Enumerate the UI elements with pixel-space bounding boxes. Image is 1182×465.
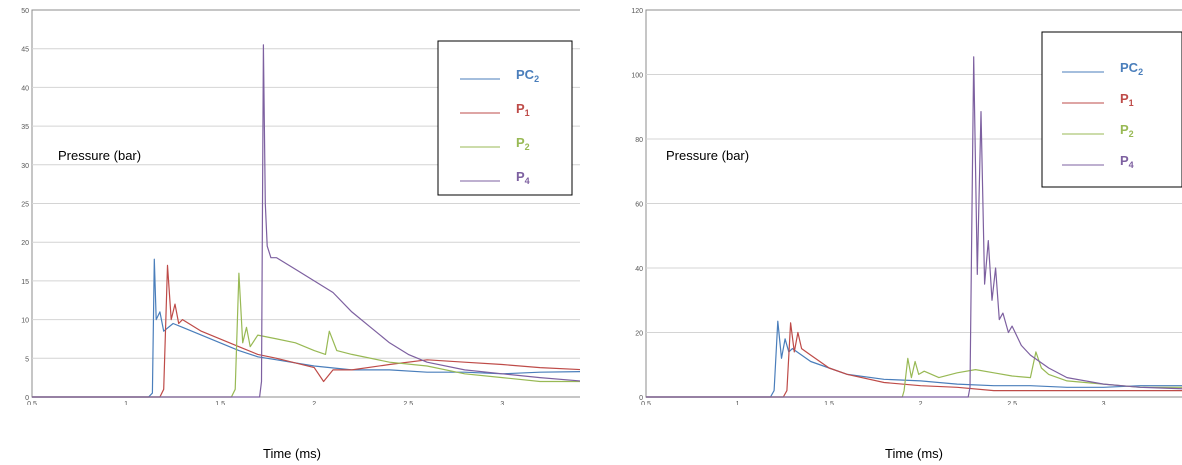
- y-tick-label: 80: [635, 137, 643, 144]
- x-tick-label: 1: [736, 401, 740, 405]
- series-line: [32, 272, 580, 398]
- x-axis-label-left: Time (ms): [263, 446, 322, 461]
- series-line: [32, 264, 580, 398]
- x-tick-label: 1: [124, 401, 128, 405]
- y-tick-label: 30: [21, 163, 29, 170]
- legend-label: P4: [516, 169, 530, 186]
- x-axis-label-right: Time (ms): [885, 446, 944, 461]
- x-tick-label: 1.5: [215, 401, 225, 405]
- y-tick-label: 25: [21, 202, 29, 209]
- legend-label: PC2: [1120, 60, 1143, 77]
- y-tick-label: 120: [631, 8, 643, 15]
- x-tick-label: 3: [500, 401, 504, 405]
- legend-label: P4: [1120, 153, 1134, 170]
- y-tick-label: 40: [21, 85, 29, 92]
- series-line: [32, 258, 580, 398]
- y-tick-label: 15: [21, 279, 29, 286]
- x-tick-label: 3: [1102, 401, 1106, 405]
- series-line: [32, 44, 580, 398]
- y-tick-label: 5: [25, 356, 29, 363]
- chart-panel-right: 0 20 40 60 80 100 120 0.5 1 1.5 2 2.5 3 Pressure (bar…: [618, 0, 1182, 405]
- y-tick-label: 0: [639, 395, 643, 402]
- series-line: [646, 322, 1182, 398]
- legend-label: P1: [516, 101, 530, 118]
- y-tick-label: 60: [635, 202, 643, 209]
- series-line: [646, 56, 1182, 398]
- y-tick-label: 20: [21, 240, 29, 247]
- chart-right: 0 20 40 60 80 100 120 0.5 1 1.5 2 2.5 3 Pressure (bar…: [631, 8, 1182, 405]
- y-tick-label: 50: [21, 8, 29, 15]
- y-tick-label: 40: [635, 266, 643, 273]
- y-tick-label: 45: [21, 47, 29, 54]
- y-tick-label: 35: [21, 124, 29, 131]
- legend-label: P2: [1120, 122, 1134, 139]
- y-tick-label: 10: [21, 318, 29, 325]
- y-axis-label: Pressure (bar): [58, 148, 141, 163]
- x-tick-label: 2: [919, 401, 923, 405]
- x-tick-label: 2.5: [1007, 401, 1017, 405]
- y-tick-label: 20: [635, 331, 643, 338]
- x-tick-label: 0.5: [641, 401, 651, 405]
- chart-left: 0 5 10 15 20 25 30 35 40 45 50 0.5 1 1.5 2 2.5 3 Pressure…: [21, 8, 580, 405]
- x-tick-label: 1.5: [824, 401, 834, 405]
- series-line: [646, 351, 1182, 398]
- legend-box: [437, 40, 573, 196]
- x-tick-label: 2: [312, 401, 316, 405]
- legend-label: P1: [1120, 91, 1134, 108]
- chart-panel-left: 0 5 10 15 20 25 30 35 40 45 50 0.5 1 1.5 2 2.5 3 Pressure…: [10, 0, 580, 405]
- x-tick-label: 2.5: [403, 401, 413, 405]
- legend-label: P2: [516, 135, 530, 152]
- legend-box: [1041, 31, 1182, 188]
- legend-label: PC2: [516, 67, 539, 84]
- x-tick-label: 0.5: [27, 401, 37, 405]
- y-tick-label: 100: [631, 73, 643, 80]
- y-axis-label: Pressure (bar): [666, 148, 749, 163]
- y-tick-label: 0: [25, 395, 29, 402]
